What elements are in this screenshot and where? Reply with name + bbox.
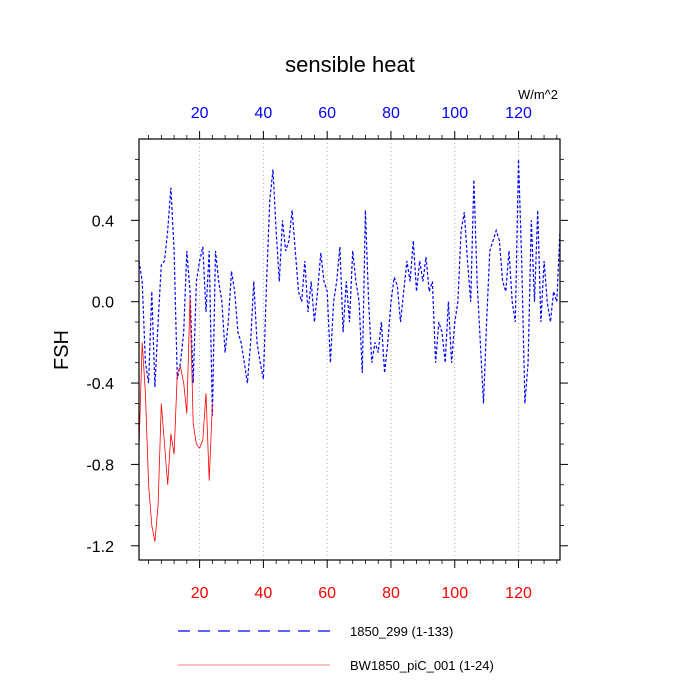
x-tick-label-bottom: 20 (191, 585, 209, 602)
y-axis-label: FSH (51, 330, 73, 370)
x-tick-label-top: 100 (441, 105, 468, 122)
y-tick-label: 0.4 (92, 213, 114, 230)
y-tick-label: -0.4 (86, 376, 114, 393)
x-tick-label-top: 60 (318, 105, 336, 122)
series-line-2 (138, 297, 213, 542)
legend-label: BW1850_piC_001 (1-24) (350, 658, 494, 673)
series-line-1 (138, 159, 561, 416)
units-label: W/m^2 (518, 87, 558, 102)
plot-frame (138, 138, 561, 561)
y-tick-label: 0.0 (92, 295, 114, 312)
x-tick-label-top: 120 (505, 105, 532, 122)
x-tick-label-top: 80 (382, 105, 400, 122)
x-tick-label-top: 40 (254, 105, 272, 122)
x-tick-label-top: 20 (191, 105, 209, 122)
y-tick-label: -1.2 (86, 539, 114, 556)
x-tick-label-bottom: 80 (382, 585, 400, 602)
legend-label: 1850_299 (1-133) (350, 624, 453, 639)
axis-ticks (131, 131, 568, 568)
grid-lines (199, 139, 520, 560)
x-tick-label-bottom: 60 (318, 585, 336, 602)
chart-title: sensible heat (285, 52, 415, 77)
series-lines (138, 159, 561, 542)
x-tick-label-bottom: 40 (254, 585, 272, 602)
legend: 1850_299 (1-133) BW1850_piC_001 (1-24) (178, 624, 494, 673)
x-tick-label-bottom: 120 (505, 585, 532, 602)
tick-labels: 20 20 40 40 60 60 80 80 100 100 120 120 -1.2 -0.8 -0.4… (86, 105, 532, 602)
y-tick-label: -0.8 (86, 457, 114, 474)
x-tick-label-bottom: 100 (441, 585, 468, 602)
